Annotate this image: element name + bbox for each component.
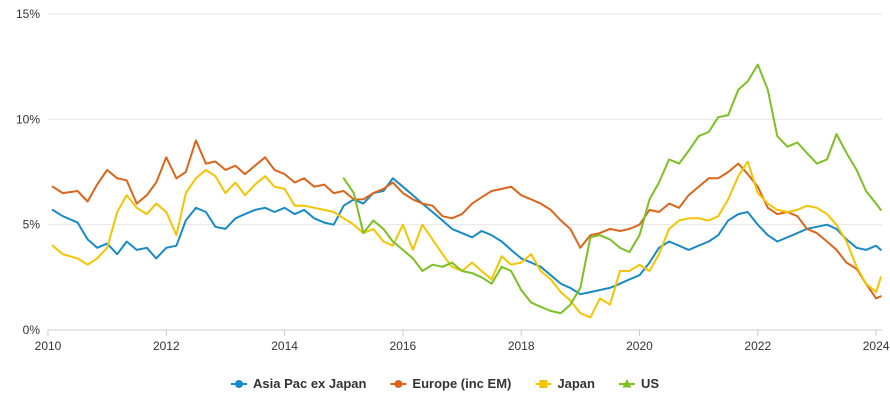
- legend-label: Japan: [557, 376, 595, 391]
- legend-marker-triangle-icon: [622, 379, 632, 388]
- x-tick-label: 2020: [626, 339, 653, 353]
- legend-item-japan[interactable]: Japan: [535, 376, 595, 391]
- series-line-asia-pac-ex-japan[interactable]: [51, 177, 882, 296]
- x-tick-label: 2016: [390, 339, 417, 353]
- gridlines: [48, 13, 882, 331]
- axes: 0% 5% 10% 15% 2010 2012 2014 2016 2018 2020 2022 20…: [16, 7, 890, 353]
- y-tick-label: 5%: [23, 218, 41, 232]
- y-tick-label: 15%: [16, 7, 40, 21]
- series-lines: [51, 63, 882, 319]
- legend[interactable]: Asia Pac ex Japan Europe (inc EM) Japan US: [231, 376, 659, 391]
- legend-item-us[interactable]: US: [619, 376, 659, 391]
- legend-marker-circle-icon: [394, 380, 403, 388]
- x-tick-label: 2024: [863, 339, 890, 353]
- legend-label: Asia Pac ex Japan: [253, 376, 367, 391]
- legend-marker-circle-icon: [235, 380, 243, 388]
- x-tick-label: 2012: [153, 339, 180, 353]
- y-tick-label: 0%: [23, 323, 41, 337]
- x-tick-label: 2014: [271, 339, 298, 353]
- series-line-japan[interactable]: [51, 160, 882, 319]
- legend-label: US: [641, 376, 659, 391]
- y-tick-label: 10%: [16, 112, 40, 126]
- legend-marker-square-icon: [539, 380, 548, 388]
- x-tick-label: 2018: [508, 339, 535, 353]
- x-tick-label: 2022: [744, 339, 771, 353]
- legend-item-asia-pac-ex-japan[interactable]: Asia Pac ex Japan: [231, 376, 367, 391]
- x-tick-label: 2010: [35, 339, 62, 353]
- series-line-us[interactable]: [342, 63, 882, 315]
- series-line-europe-inc-em[interactable]: [51, 139, 882, 300]
- legend-item-europe-inc-em[interactable]: Europe (inc EM): [390, 376, 511, 391]
- legend-label: Europe (inc EM): [412, 376, 511, 391]
